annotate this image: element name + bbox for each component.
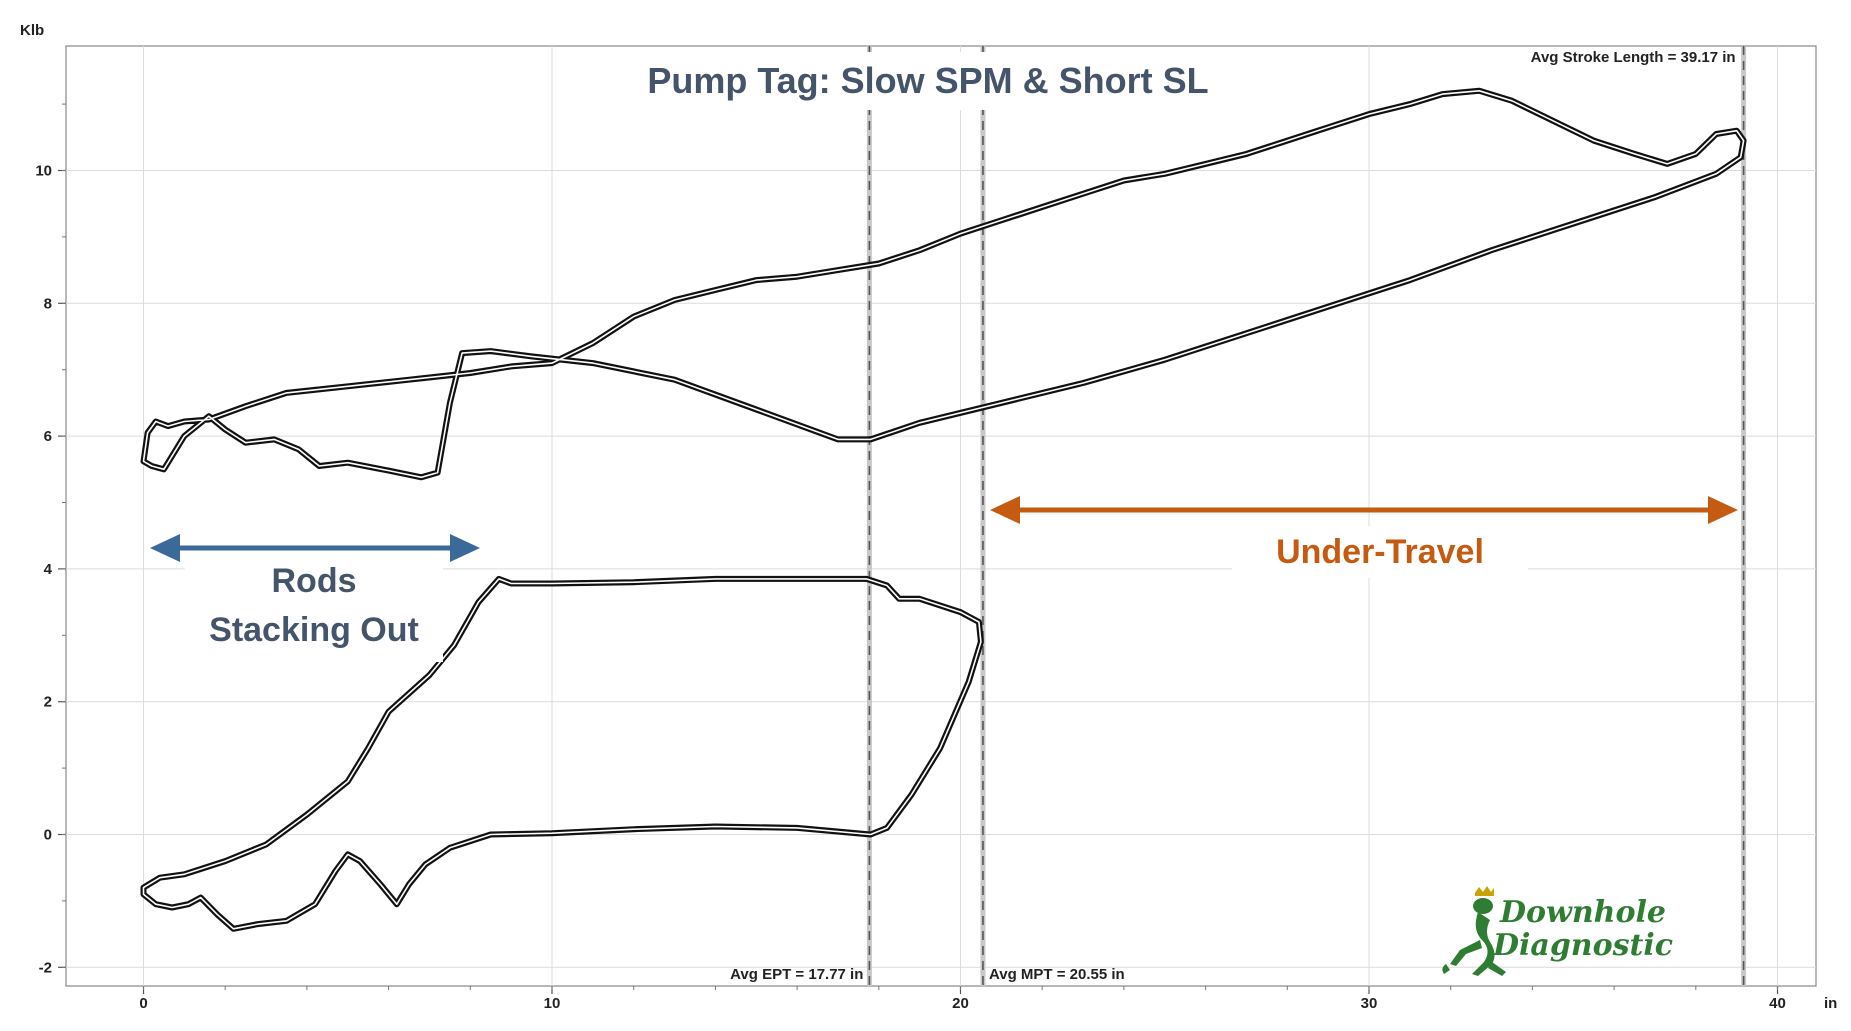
marker-label: Avg EPT = 17.77 in [730, 966, 863, 983]
under-travel-arrow-right-icon [1708, 496, 1738, 524]
marker-label: Avg MPT = 20.55 in [989, 966, 1125, 983]
y-tick-label: 2 [44, 694, 52, 711]
rods-label-line1: Rods [272, 562, 357, 600]
x-tick-label: 0 [139, 995, 147, 1012]
y-tick-label: 6 [44, 428, 52, 445]
title-box: Pump Tag: Slow SPM & Short SL [612, 52, 1244, 110]
under-travel-label: Under-Travel [1276, 533, 1484, 571]
x-tick-label: 20 [952, 995, 969, 1012]
under-travel-arrow-left-icon [990, 496, 1020, 524]
rods-annotation: Rods Stacking Out [150, 534, 480, 662]
y-tick-label: -2 [39, 959, 52, 976]
x-tick-label: 10 [544, 995, 561, 1012]
x-tick-label: 30 [1361, 995, 1378, 1012]
marker-lines: Avg EPT = 17.77 in Avg MPT = 20.55 in Avg … [730, 46, 1747, 986]
logo-line1: Downhole [1499, 895, 1666, 930]
under-travel-annotation: Under-Travel [990, 496, 1738, 578]
y-tick-label: 10 [35, 163, 52, 180]
x-tick-label: 40 [1769, 995, 1786, 1012]
plot-area [65, 45, 1817, 987]
marker-label: Avg Stroke Length = 39.17 in [1531, 49, 1736, 66]
dragon-icon [1442, 886, 1506, 976]
y-axis-unit: Klb [20, 22, 44, 39]
rods-label-line2: Stacking Out [209, 611, 419, 649]
pump-card-core [142, 578, 982, 930]
dynamometer-traces [140, 87, 1747, 932]
tick-labels: 0 10 20 30 40 -2 0 2 4 6 8 10 [35, 163, 1786, 1013]
y-tick-label: 4 [44, 561, 53, 578]
rods-arrow-right-icon [450, 534, 480, 562]
x-axis-unit: in [1824, 995, 1837, 1012]
chart-title: Pump Tag: Slow SPM & Short SL [647, 60, 1208, 101]
y-tick-label: 8 [44, 295, 52, 312]
surface-card-core [142, 90, 1745, 479]
logo-line2: Diagnostic [1492, 928, 1673, 963]
logo: Downhole Diagnostic [1442, 886, 1673, 976]
rods-arrow-left-icon [150, 534, 180, 562]
y-tick-label: 0 [44, 827, 52, 844]
